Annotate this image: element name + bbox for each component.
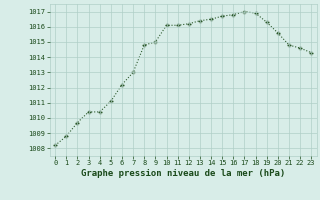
X-axis label: Graphe pression niveau de la mer (hPa): Graphe pression niveau de la mer (hPa) xyxy=(81,169,285,178)
